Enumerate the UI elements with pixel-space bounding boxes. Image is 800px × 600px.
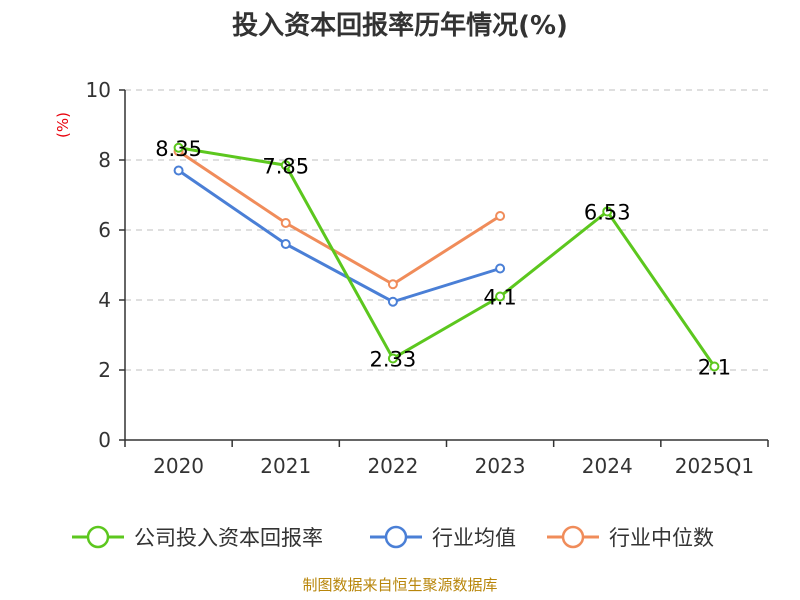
data-label: 2.1 — [698, 356, 731, 380]
legend-label: 行业中位数 — [609, 526, 714, 550]
series-line-2 — [177, 150, 501, 286]
x-tick-label: 2022 — [367, 454, 418, 478]
series-line-0 — [178, 146, 716, 368]
x-tick-label: 2024 — [582, 454, 633, 478]
y-tick-label: 8 — [98, 148, 111, 172]
legend-marker — [384, 525, 408, 549]
legend-item-2[interactable]: 行业中位数 — [547, 525, 714, 550]
y-tick-label: 6 — [98, 218, 111, 242]
y-axis-label: (%) — [54, 112, 72, 138]
legend-label: 行业均值 — [432, 526, 516, 550]
y-tick-label: 4 — [98, 288, 111, 312]
data-label: 4.1 — [483, 286, 516, 310]
data-point — [602, 206, 613, 217]
series-layer — [173, 142, 720, 372]
data-point — [387, 353, 398, 364]
data-label: 2.33 — [370, 347, 417, 371]
data-point — [280, 239, 291, 249]
data-point — [387, 296, 398, 307]
legend-item-0[interactable]: 公司投入资本回报率 — [72, 525, 323, 550]
data-point — [495, 211, 506, 221]
data-point — [280, 218, 291, 228]
data-point — [495, 291, 506, 302]
data-labels: 8.35 7.85 2.33 4.1 6.53 2.1 — [155, 137, 731, 380]
data-point — [495, 263, 506, 274]
x-tick-label: 2025Q1 — [675, 454, 754, 478]
x-tick-label: 2021 — [260, 454, 311, 478]
legend-marker — [86, 525, 110, 549]
data-label: 8.35 — [155, 137, 202, 161]
legend-marker — [561, 525, 585, 549]
legend-item-1[interactable]: 行业均值 — [370, 525, 516, 550]
data-point — [173, 165, 184, 176]
y-tick-label: 0 — [98, 428, 111, 452]
data-point — [173, 142, 184, 153]
x-tick-label: 2020 — [153, 454, 204, 478]
grid-lines — [125, 89, 768, 371]
data-point — [280, 160, 291, 171]
axes: 0 2 4 6 8 10 2020 2021 2022 2023 2024 2025Q1 — [86, 78, 769, 478]
legend: 公司投入资本回报率 行业均值 行业中位数 — [72, 525, 714, 550]
source-note: 制图数据来自恒生聚源数据库 — [302, 576, 497, 594]
y-tick-label: 2 — [98, 358, 111, 382]
series-line-1 — [177, 169, 501, 304]
data-point — [387, 279, 398, 290]
data-point — [709, 361, 720, 372]
chart-title: 投入资本回报率历年情况(%) — [232, 10, 568, 41]
data-label: 7.85 — [262, 154, 309, 178]
y-tick-label: 10 — [86, 78, 111, 102]
legend-label: 公司投入资本回报率 — [134, 526, 323, 550]
data-label: 6.53 — [584, 200, 631, 224]
x-tick-label: 2023 — [475, 454, 526, 478]
